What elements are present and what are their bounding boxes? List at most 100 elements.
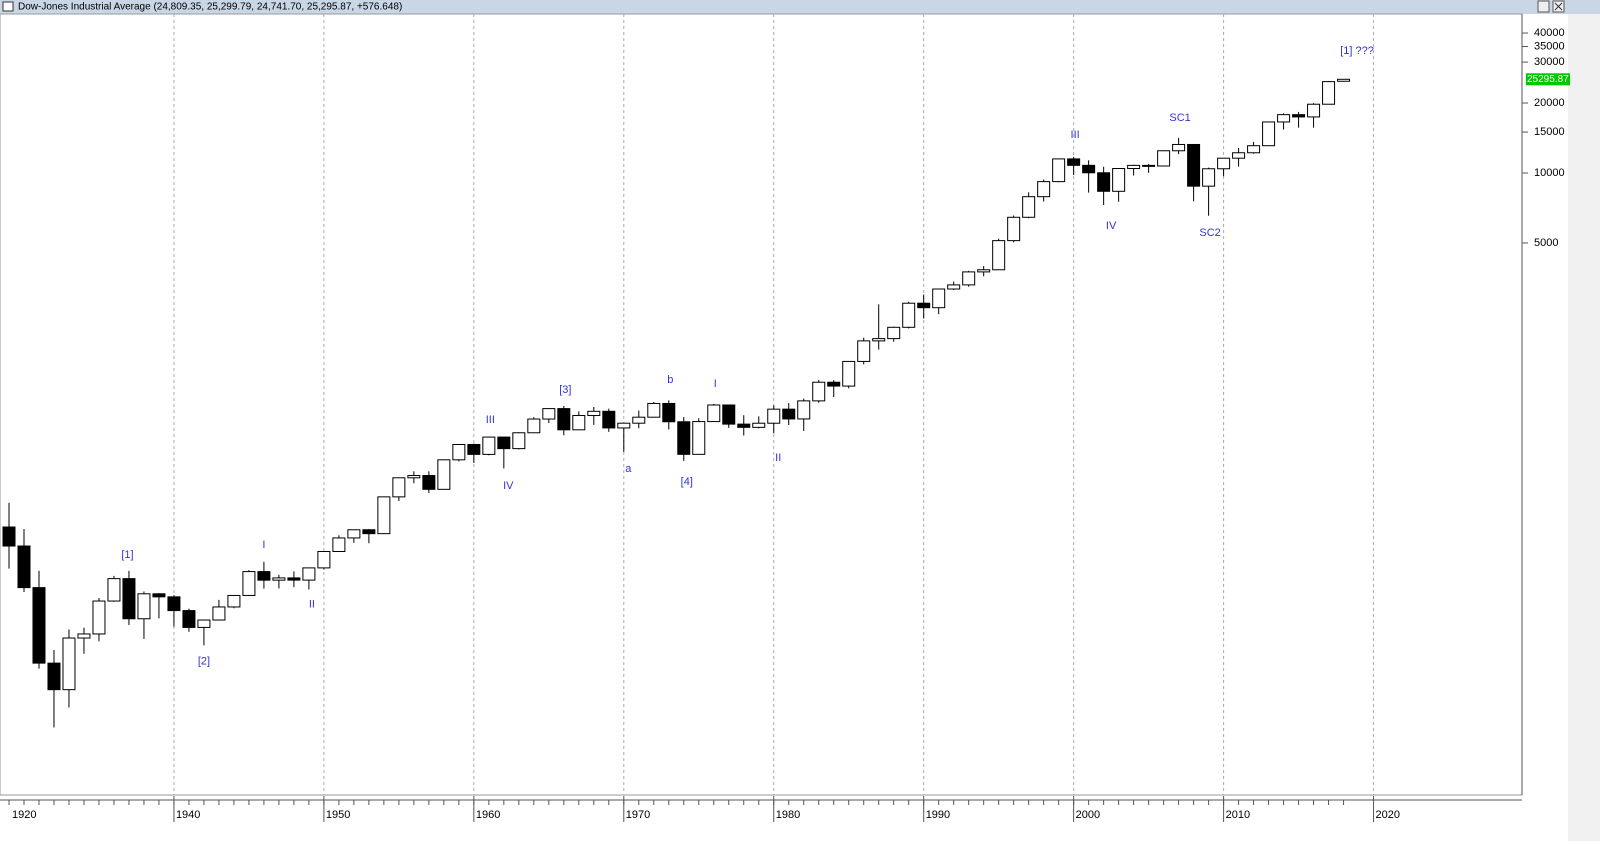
y-tick-label: 30000: [1534, 56, 1565, 68]
candle-body: [1172, 143, 1186, 152]
wave-label: b: [667, 374, 673, 386]
candle-body: [452, 443, 466, 461]
candle-body: [647, 402, 661, 418]
candle-body: [962, 271, 976, 286]
candle-body: [197, 619, 211, 628]
x-tick-label: 2000: [1076, 809, 1100, 821]
x-tick-label: 1960: [476, 809, 500, 821]
wave-label: [2]: [198, 656, 210, 668]
candle-body: [512, 432, 526, 450]
x-tick-label: 1920: [12, 809, 36, 821]
y-tick-label: 40000: [1534, 27, 1565, 39]
candle-body: [737, 423, 751, 428]
candle-body: [1052, 158, 1066, 183]
candle-body: [782, 408, 796, 420]
wave-label: I: [714, 378, 717, 390]
wave-label: [3]: [559, 384, 571, 396]
candle-body: [662, 402, 676, 423]
candle-body: [1292, 114, 1306, 118]
window-icon: [2, 1, 14, 12]
candle-body: [587, 410, 601, 417]
candle-body: [227, 594, 241, 608]
wave-label: III: [486, 414, 495, 426]
candle-body: [542, 408, 556, 420]
candle-body: [332, 537, 346, 552]
candle-body: [377, 496, 391, 535]
candle-body: [1082, 164, 1096, 174]
wave-label: [1] ???: [1340, 45, 1374, 57]
candle-body: [1262, 121, 1276, 147]
x-tick-label: 1950: [326, 809, 350, 821]
candle-body: [182, 610, 196, 628]
candle-body: [1247, 145, 1261, 154]
x-tick-label: 1990: [926, 809, 950, 821]
candle-body: [887, 326, 901, 340]
candle-body: [437, 459, 451, 490]
wave-label: [1]: [121, 549, 133, 561]
candle-body: [1187, 143, 1201, 187]
candle-body: [572, 415, 586, 431]
candle-body: [212, 606, 226, 621]
candle-body: [32, 587, 46, 664]
candle-body: [422, 475, 436, 490]
title-bar: [0, 0, 1600, 14]
price-tag-label: 25295.87: [1527, 74, 1569, 85]
y-tick-label: 20000: [1534, 97, 1565, 109]
candle-body: [1142, 164, 1156, 167]
price-tag: [1526, 73, 1570, 86]
candle-body: [47, 662, 61, 691]
wave-label: III: [1071, 129, 1080, 141]
candle-body: [152, 593, 166, 598]
candle-body: [77, 633, 91, 639]
candle-body: [1307, 103, 1321, 118]
candle-body: [1322, 81, 1336, 105]
wave-label: SC2: [1199, 227, 1220, 239]
candle-body: [2, 526, 16, 547]
chart-title: Dow-Jones Industrial Average (24,809.35,…: [18, 2, 402, 13]
x-tick-label: 1940: [176, 809, 200, 821]
wave-label: II: [775, 452, 781, 464]
candle-body: [317, 550, 331, 569]
candle-body: [917, 302, 931, 309]
candle-body: [1067, 158, 1081, 166]
candle-body: [797, 400, 811, 420]
wave-label: SC1: [1169, 112, 1190, 124]
candle-body: [602, 410, 616, 429]
candle-body: [1277, 114, 1291, 123]
candle-body: [92, 600, 106, 635]
candle-body: [872, 338, 886, 342]
wave-label: IV: [1106, 220, 1117, 232]
candle-body: [1157, 150, 1171, 167]
candle-body: [407, 475, 421, 479]
candle-body: [1217, 157, 1231, 170]
candle-body: [272, 577, 286, 581]
candle-body: [557, 408, 571, 431]
candle-body: [1127, 164, 1141, 170]
restore-button[interactable]: [1537, 0, 1550, 13]
candle-body: [767, 408, 781, 424]
candle-body: [722, 404, 736, 425]
candle-body: [1097, 172, 1111, 192]
candle-body: [947, 284, 961, 290]
candle-body: [932, 288, 946, 309]
candle-body: [287, 577, 301, 581]
candle-body: [392, 477, 406, 498]
candle-body: [107, 578, 121, 602]
candle-body: [617, 422, 631, 429]
y-tick-label: 5000: [1534, 237, 1558, 249]
candle-body: [1007, 216, 1021, 242]
candle-body: [1337, 78, 1351, 82]
candle-body: [497, 436, 511, 450]
side-panel: [1568, 14, 1600, 841]
candle-body: [902, 302, 916, 328]
candle-body: [137, 593, 151, 620]
candle-body: [1022, 196, 1036, 218]
wave-label: I: [262, 539, 265, 551]
candle-body: [167, 596, 181, 612]
wave-label: II: [309, 599, 315, 611]
candle-body: [752, 422, 766, 428]
x-tick-label: 2020: [1376, 809, 1400, 821]
wave-label: [4]: [681, 476, 693, 488]
x-tick-label: 1970: [626, 809, 650, 821]
